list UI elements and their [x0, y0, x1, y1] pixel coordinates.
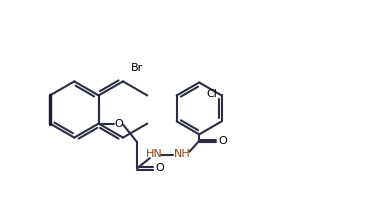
Text: NH: NH — [174, 149, 190, 159]
Text: O: O — [219, 136, 227, 146]
Text: O: O — [155, 162, 164, 173]
Text: Cl: Cl — [206, 89, 217, 99]
Text: Br: Br — [131, 64, 143, 73]
Text: O: O — [114, 118, 123, 129]
Text: HN: HN — [146, 149, 163, 159]
